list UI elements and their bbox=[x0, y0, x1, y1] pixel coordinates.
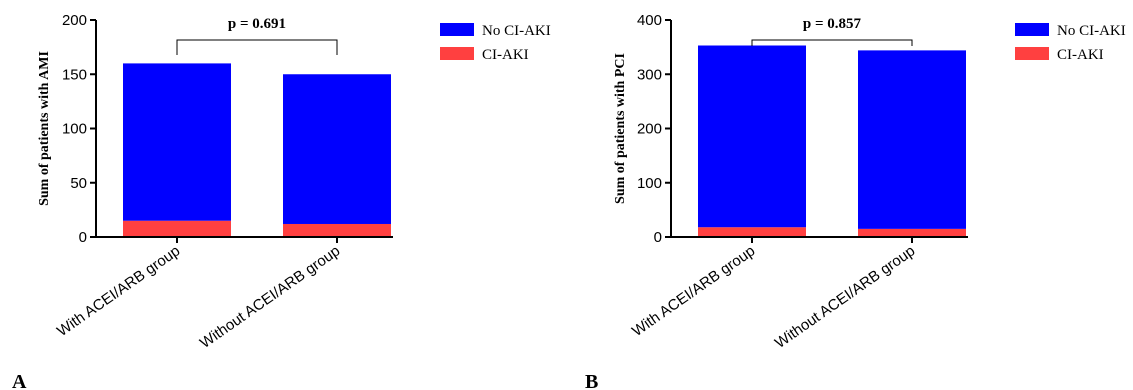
bar-no-ci-aki-1 bbox=[698, 45, 806, 228]
significance-bracket bbox=[751, 39, 913, 46]
chart-panel-b: 0 100 200 300 400 With ACEI/ARB group Without … bbox=[585, 12, 1126, 390]
y-tick-label: 100 bbox=[637, 175, 662, 192]
panel-letter: A bbox=[12, 371, 27, 390]
panel-letter: B bbox=[585, 371, 598, 390]
bar-no-ci-aki-2 bbox=[283, 74, 391, 224]
significance-bracket bbox=[176, 39, 338, 55]
bar-ci-aki-1 bbox=[123, 220, 231, 237]
legend-label-ci-aki: CI-AKI bbox=[482, 47, 529, 63]
x-category-label: With ACEI/ARB group bbox=[54, 242, 183, 340]
x-category-label: Without ACEI/ARB group bbox=[197, 242, 343, 352]
legend-swatch-ci-aki bbox=[1015, 47, 1049, 60]
y-tick-label: 200 bbox=[62, 12, 87, 29]
legend-swatch-no-ci-aki bbox=[1015, 23, 1049, 36]
y-tick-label: 400 bbox=[637, 12, 662, 29]
chart-panel-a: 0 50 100 150 200 With ACEI/ARB group Without A… bbox=[12, 12, 551, 390]
x-category-label: With ACEI/ARB group bbox=[629, 242, 758, 340]
x-category-label: Without ACEI/ARB group bbox=[772, 242, 918, 352]
p-value-annotation: p = 0.691 bbox=[228, 16, 286, 32]
legend-label-no-ci-aki: No CI-AKI bbox=[1057, 23, 1126, 39]
legend-swatch-no-ci-aki bbox=[440, 23, 474, 36]
y-tick-label: 0 bbox=[79, 229, 87, 246]
y-tick-label: 200 bbox=[637, 121, 662, 138]
bar-ci-aki-2 bbox=[858, 228, 966, 237]
bar-ci-aki-1 bbox=[698, 227, 806, 237]
legend-label-no-ci-aki: No CI-AKI bbox=[482, 23, 551, 39]
y-tick-label: 0 bbox=[654, 229, 662, 246]
bar-no-ci-aki-1 bbox=[123, 63, 231, 221]
bar-ci-aki-2 bbox=[283, 223, 391, 237]
y-axis-label: Sum of patients with PCI bbox=[613, 53, 628, 204]
y-tick-label: 150 bbox=[62, 66, 87, 83]
p-value-annotation: p = 0.857 bbox=[803, 16, 862, 32]
legend-swatch-ci-aki bbox=[440, 47, 474, 60]
legend-label-ci-aki: CI-AKI bbox=[1057, 47, 1104, 63]
y-tick-label: 300 bbox=[637, 66, 662, 83]
y-axis-label: Sum of patients with AMI bbox=[37, 51, 52, 206]
y-tick-label: 100 bbox=[62, 121, 87, 138]
y-tick-label: 50 bbox=[70, 175, 87, 192]
bar-no-ci-aki-2 bbox=[858, 50, 966, 229]
